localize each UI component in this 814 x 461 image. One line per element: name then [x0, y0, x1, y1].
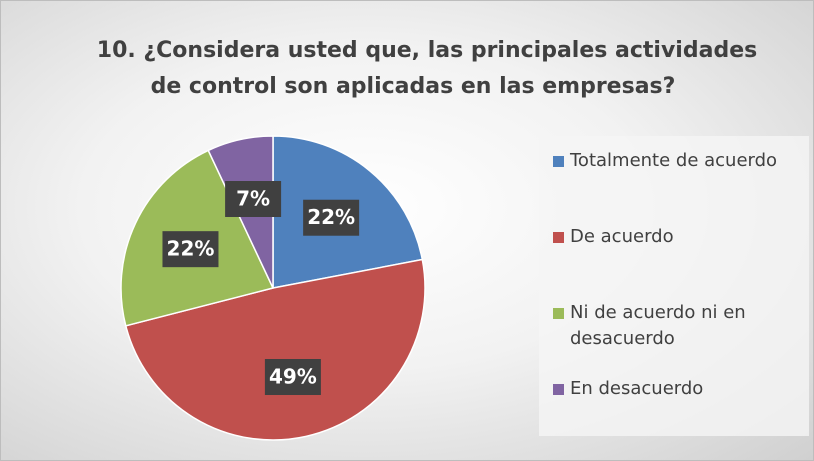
data-label: 7%: [236, 186, 270, 210]
legend-label: De acuerdo: [570, 226, 674, 247]
legend-item: Ni de acuerdo ni en desacuerdo: [553, 300, 803, 376]
pie-slice: [124, 258, 426, 441]
data-label: 22%: [167, 237, 215, 261]
legend-item: Totalmente de acuerdo: [553, 148, 803, 224]
legend-item: De acuerdo: [553, 224, 803, 300]
legend-label: Totalmente de acuerdo: [570, 150, 778, 171]
legend-swatch: [553, 308, 564, 319]
data-label: 22%: [307, 205, 355, 229]
data-label-box: [303, 199, 360, 236]
legend-swatch: [553, 232, 564, 243]
data-label-box: [225, 180, 282, 217]
data-label-box: [264, 359, 321, 396]
legend-label: En desacuerdo: [570, 378, 704, 399]
legend-label: Ni de acuerdo ni en desacuerdo: [570, 302, 746, 349]
legend-swatch: [553, 156, 564, 167]
legend-item: En desacuerdo: [553, 376, 803, 452]
legend: Totalmente de acuerdo De acuerdo Ni de acu…: [539, 136, 809, 436]
chart-title: 10. ¿Considera usted que, las principale…: [97, 38, 757, 63]
chart-title: de control son aplicadas en las empresas…: [151, 74, 676, 99]
data-label: 49%: [269, 365, 317, 389]
data-label-box: [162, 231, 219, 268]
legend-swatch: [553, 384, 564, 395]
